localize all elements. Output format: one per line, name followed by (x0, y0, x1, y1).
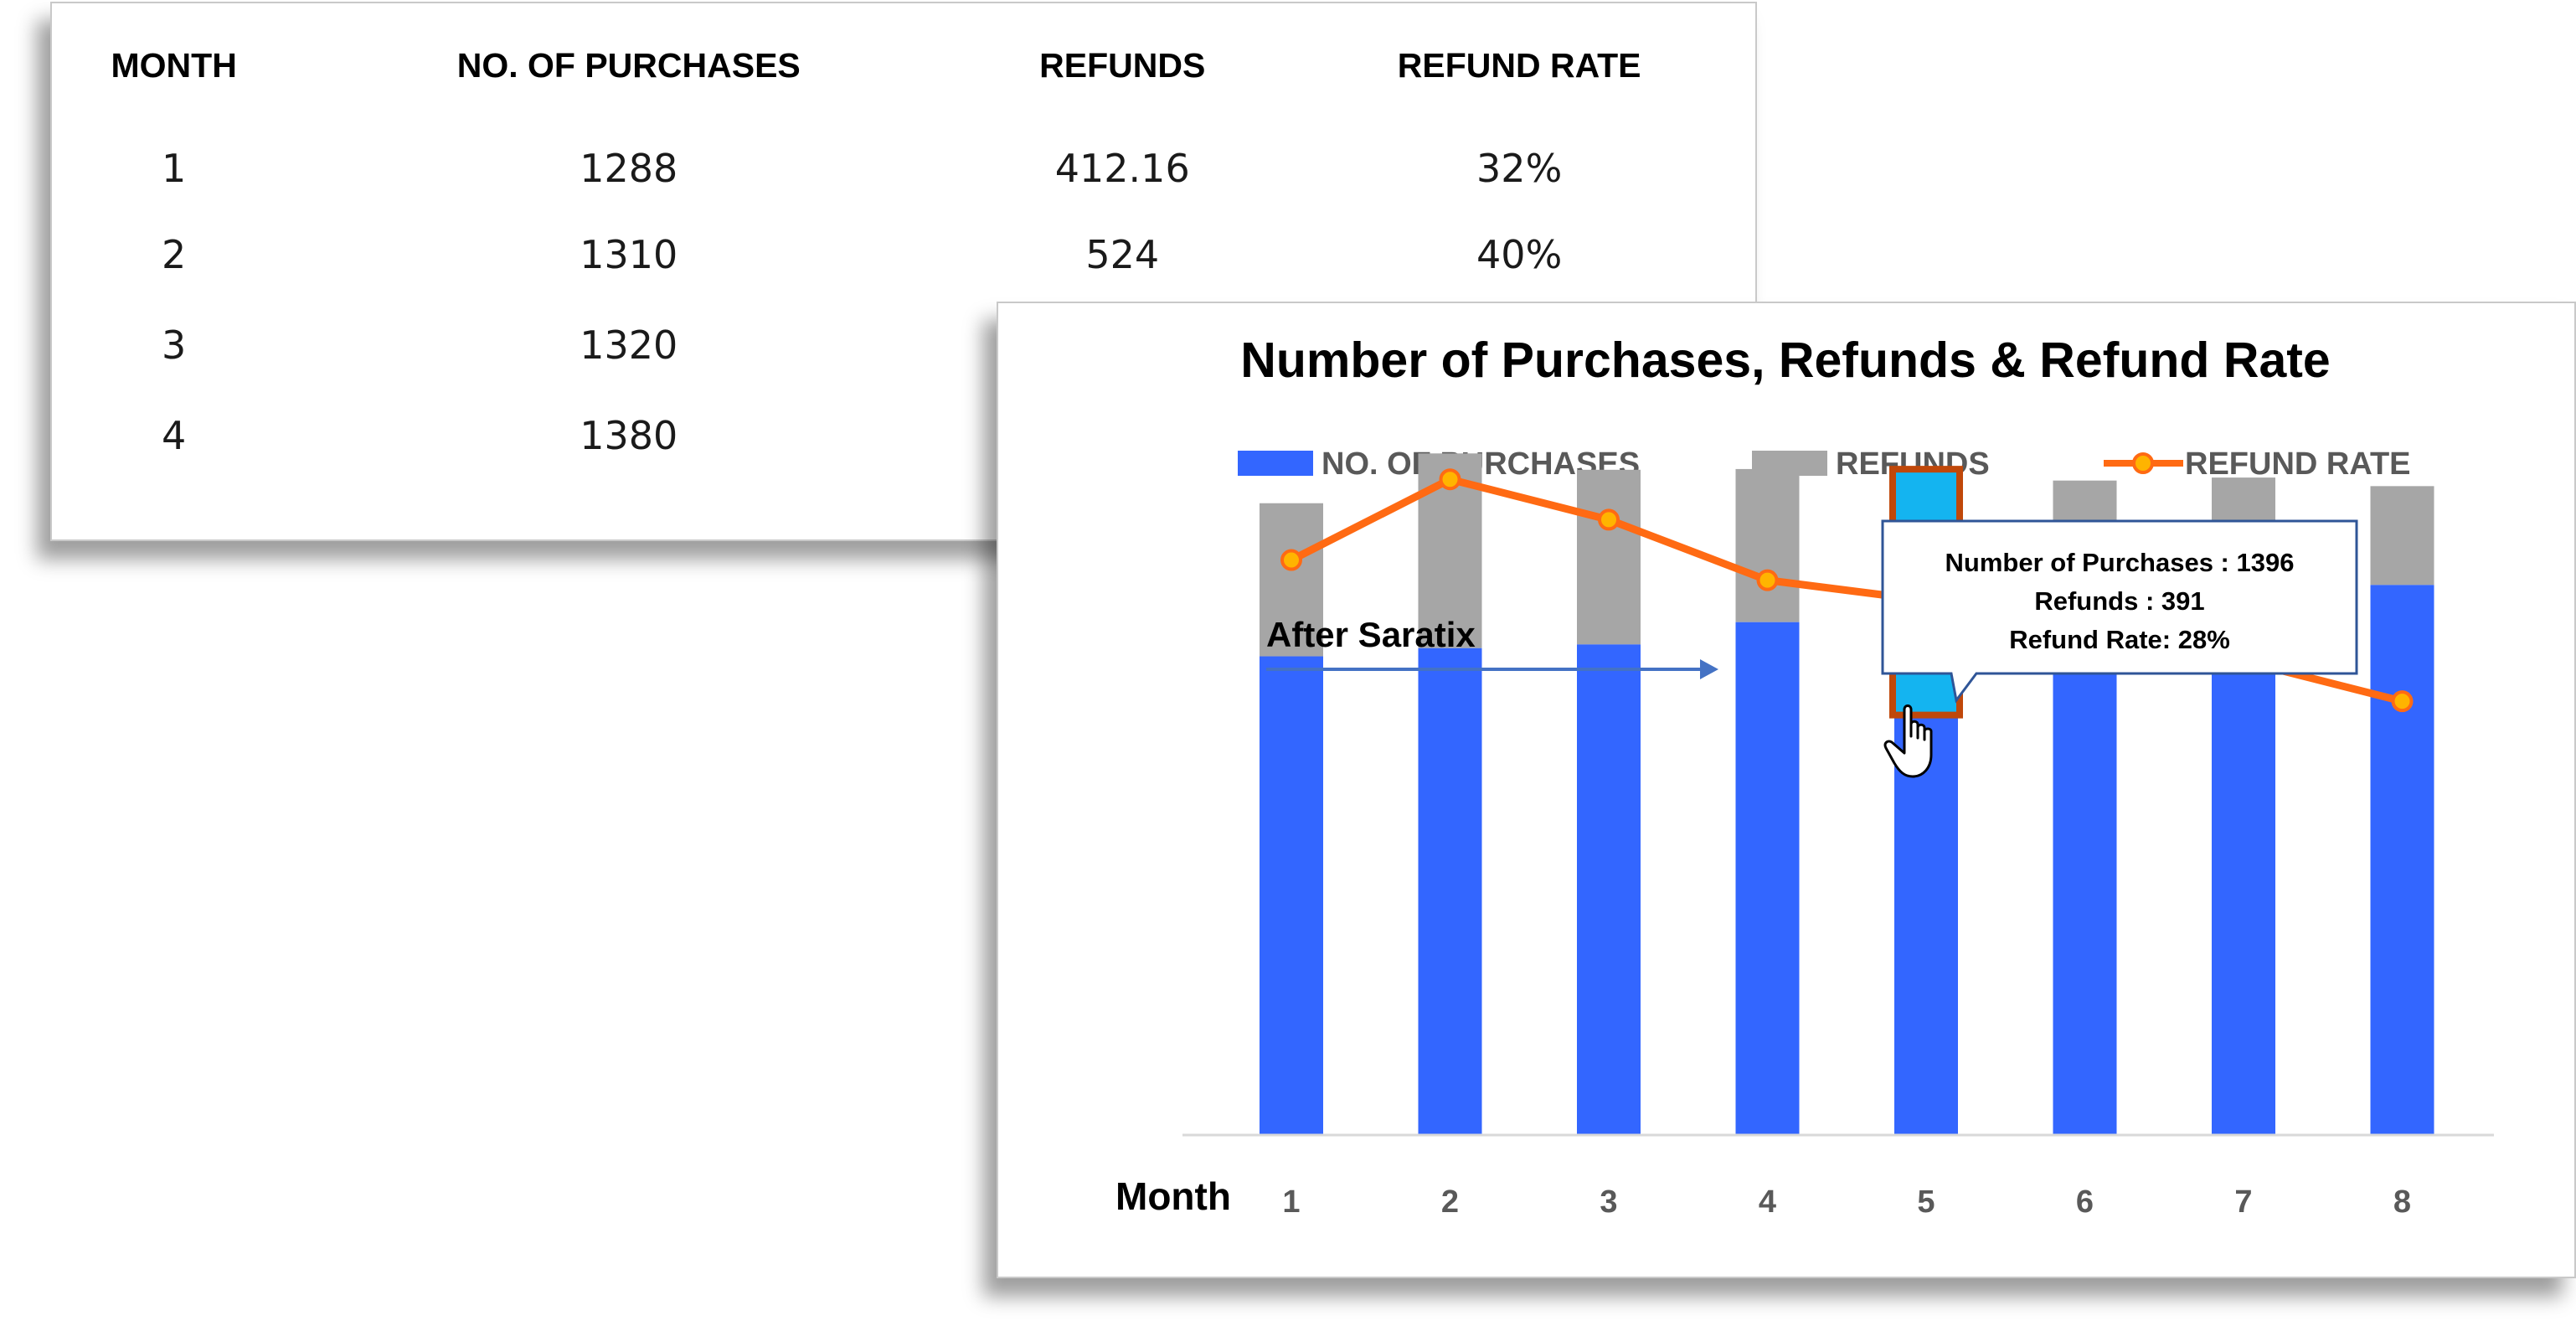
bar-purchases-month-2[interactable] (1418, 648, 1482, 1135)
header-purchases: NO. OF PURCHASES (456, 45, 801, 85)
table-row: 3 1320 (52, 300, 1755, 390)
tooltip-line-refunds: Refunds : 391 (2034, 586, 2204, 616)
refund-rate-point-month-3[interactable] (1598, 508, 1620, 531)
table-cell: 2 (162, 232, 187, 277)
table-cell: 412.16 (1054, 146, 1190, 191)
bar-purchases-month-8[interactable] (2370, 585, 2434, 1135)
refund-rate-point-month-2[interactable] (1439, 468, 1461, 491)
table-cell: 524 (1085, 232, 1160, 277)
table-cell: 1320 (580, 323, 678, 368)
arrowhead-icon (1700, 659, 1718, 679)
hand-pointer-icon (1883, 704, 1933, 778)
bar-refunds-month-8[interactable] (2370, 486, 2434, 586)
bar-purchases-month-1[interactable] (1260, 656, 1323, 1135)
bar-purchases-month-3[interactable] (1577, 644, 1641, 1135)
tooltip-line-refund-rate: Refund Rate: 28% (2009, 625, 2230, 654)
bar-refunds-month-4[interactable] (1735, 468, 1800, 622)
table-cell: 32% (1476, 146, 1563, 191)
data-table: MONTH NO. OF PURCHASES REFUNDS REFUND RA… (52, 3, 1755, 481)
table-row: 1 1288 412.16 32% (52, 127, 1755, 209)
table-header-row: MONTH NO. OF PURCHASES REFUNDS REFUND RA… (52, 3, 1755, 127)
x-tick-label: 5 (1917, 1184, 1935, 1220)
table-cell: 1380 (580, 413, 678, 458)
header-refunds: REFUNDS (1039, 45, 1206, 85)
table-cell: 1 (162, 146, 187, 191)
x-tick-label: 1 (1282, 1184, 1300, 1220)
bar-purchases-month-6[interactable] (2053, 606, 2117, 1135)
x-tick-label: 3 (1600, 1184, 1617, 1220)
table-cell: 3 (162, 323, 187, 368)
chart-canvas: Number of Purchases, Refunds & Refund Ra… (1115, 333, 2494, 1220)
data-tooltip: Number of Purchases : 1396 Refunds : 391… (1881, 519, 2358, 704)
chart-title: Number of Purchases, Refunds & Refund Ra… (1240, 333, 2331, 388)
table-row: 4 1380 (52, 390, 1755, 481)
bar-purchases-month-4[interactable] (1735, 622, 1800, 1135)
bar-refunds-month-1[interactable] (1260, 503, 1323, 657)
chart-panel: Number of Purchases, Refunds & Refund Ra… (997, 302, 2576, 1278)
header-refund-rate: REFUND RATE (1397, 45, 1641, 85)
after-saratix-annotation: After Saratix (1266, 615, 1718, 679)
refund-rate-point-month-4[interactable] (1756, 569, 1779, 591)
refund-rate-point-month-8[interactable] (2391, 690, 2414, 713)
tooltip-box (1881, 519, 2358, 704)
table-cell: 1288 (580, 146, 678, 191)
data-table-panel: MONTH NO. OF PURCHASES REFUNDS REFUND RA… (50, 2, 1757, 541)
x-tick-labels: 1 2 3 4 5 6 7 8 (1282, 1184, 2411, 1220)
x-tick-label: 2 (1441, 1184, 1459, 1220)
chart-legend: NO. OF PURCHASES REFUNDS REFUND RATE (1238, 446, 2411, 482)
x-tick-label: 4 (1759, 1184, 1776, 1220)
x-tick-label: 7 (2234, 1184, 2252, 1220)
table-cell: 40% (1476, 232, 1563, 277)
bar-refunds-month-3[interactable] (1577, 469, 1641, 645)
legend-label-refund-rate: REFUND RATE (2185, 446, 2411, 482)
x-tick-label: 6 (2076, 1184, 2094, 1220)
legend-marker-refund-rate (2132, 452, 2154, 474)
header-month: MONTH (111, 45, 237, 85)
table-row: 2 1310 524 40% (52, 209, 1755, 300)
table-cell: 4 (162, 413, 187, 458)
annotation-text: After Saratix (1266, 615, 1476, 654)
refund-rate-point-month-1[interactable] (1280, 549, 1302, 571)
legend-swatch-purchases (1238, 451, 1313, 476)
tooltip-line-purchases: Number of Purchases : 1396 (1945, 548, 2295, 577)
x-axis-label: Month (1115, 1174, 1231, 1218)
bar-purchases-month-7[interactable] (2212, 596, 2275, 1135)
x-tick-label: 8 (2393, 1184, 2411, 1220)
table-cell: 1310 (580, 232, 678, 277)
